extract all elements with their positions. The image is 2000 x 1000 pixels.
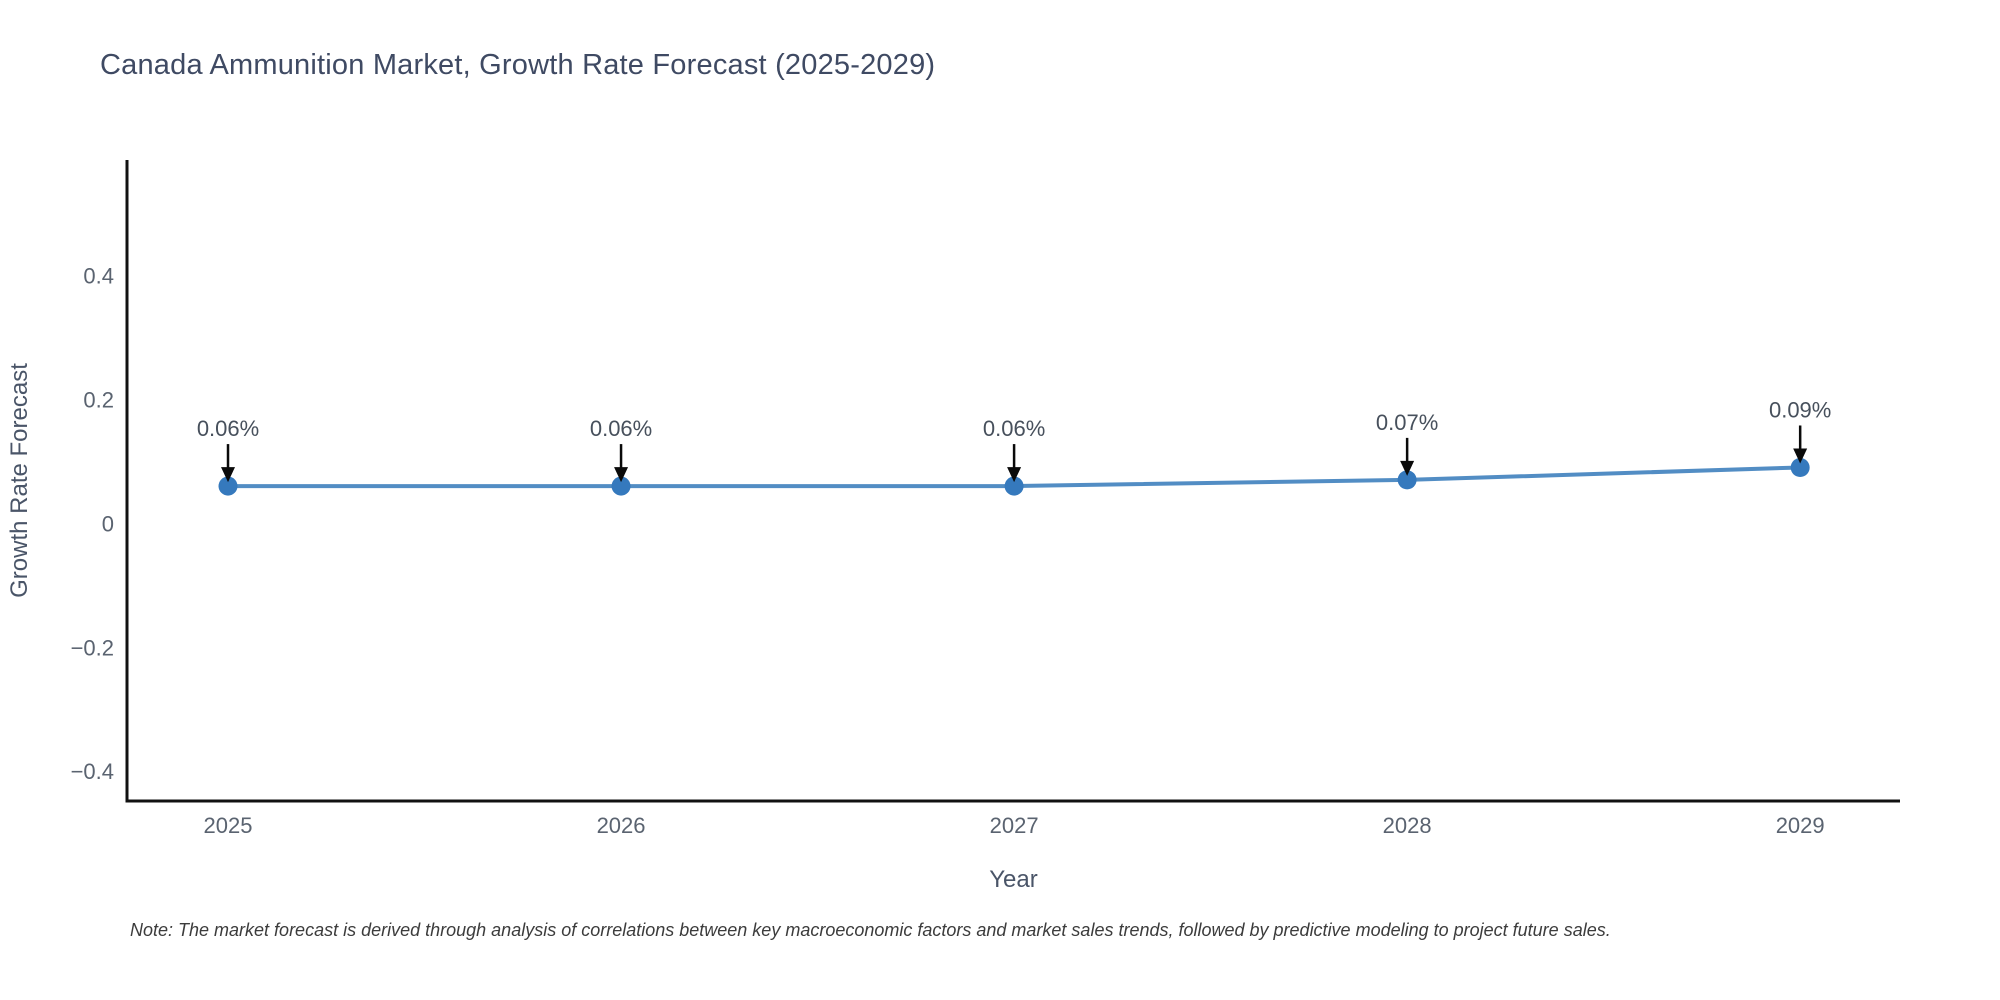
- data-point-marker: [1004, 476, 1024, 496]
- data-point-label: 0.06%: [197, 416, 259, 441]
- data-point-marker: [1790, 457, 1810, 477]
- y-tick-label: −0.2: [71, 635, 114, 660]
- annotation-arrow-head: [1793, 448, 1808, 464]
- x-tick-label: 2026: [597, 813, 646, 838]
- annotation-arrow-head: [221, 467, 236, 483]
- y-tick-label: 0.4: [83, 263, 114, 288]
- chart-footnote: Note: The market forecast is derived thr…: [130, 920, 1611, 940]
- data-point-label: 0.07%: [1376, 410, 1438, 435]
- x-tick-label: 2029: [1776, 813, 1825, 838]
- x-tick-label: 2027: [990, 813, 1039, 838]
- annotation-arrow-head: [1007, 467, 1022, 483]
- y-tick-label: 0: [102, 511, 114, 536]
- annotation-arrow-head: [1400, 460, 1415, 476]
- axis-spines: [125, 160, 1900, 803]
- x-tick-label: 2025: [204, 813, 253, 838]
- data-point-marker: [611, 476, 631, 496]
- annotation-arrow-head: [614, 467, 629, 483]
- x-axis-title: Year: [989, 866, 1038, 893]
- data-point-marker: [1397, 470, 1417, 490]
- y-tick-label: −0.4: [71, 759, 114, 784]
- data-point-label: 0.06%: [983, 416, 1045, 441]
- y-tick-label: 0.2: [83, 387, 114, 412]
- data-point-label: 0.09%: [1769, 397, 1831, 422]
- chart-title: Canada Ammunition Market, Growth Rate Fo…: [100, 49, 936, 81]
- data-point-label: 0.06%: [590, 416, 652, 441]
- data-point-marker: [218, 476, 238, 496]
- x-tick-label: 2028: [1383, 813, 1432, 838]
- y-axis-title: Growth Rate Forecast: [6, 363, 33, 598]
